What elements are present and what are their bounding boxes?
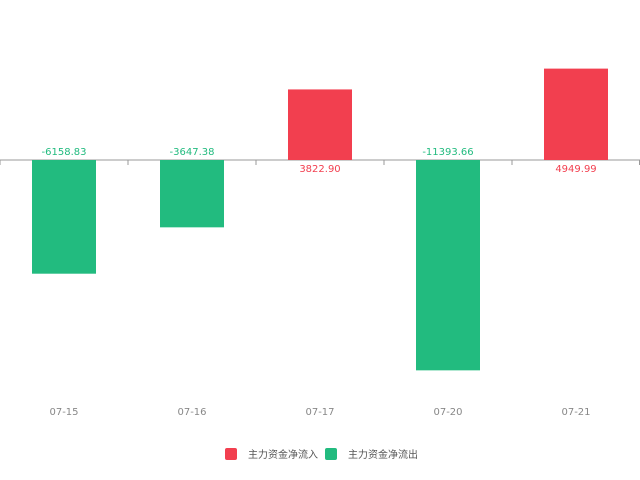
data-label: 3822.90	[299, 164, 340, 175]
legend-swatch[interactable]	[325, 448, 337, 460]
legend-label[interactable]: 主力资金净流出	[348, 448, 418, 461]
x-tick-label: 07-20	[433, 407, 462, 418]
data-label: 4949.99	[555, 164, 596, 175]
data-label: -11393.66	[422, 147, 473, 158]
bar	[544, 68, 608, 160]
data-label: -3647.38	[170, 147, 215, 158]
bar	[416, 160, 480, 371]
x-tick-label: 07-15	[49, 407, 78, 418]
bar	[160, 160, 224, 228]
x-tick-label: 07-17	[305, 407, 334, 418]
x-tick-label: 07-21	[561, 407, 590, 418]
legend-swatch[interactable]	[225, 448, 237, 460]
x-tick-label: 07-16	[177, 407, 206, 418]
legend-label[interactable]: 主力资金净流入	[248, 448, 318, 461]
bar	[288, 89, 352, 160]
bar	[32, 160, 96, 274]
data-label: -6158.83	[42, 147, 87, 158]
